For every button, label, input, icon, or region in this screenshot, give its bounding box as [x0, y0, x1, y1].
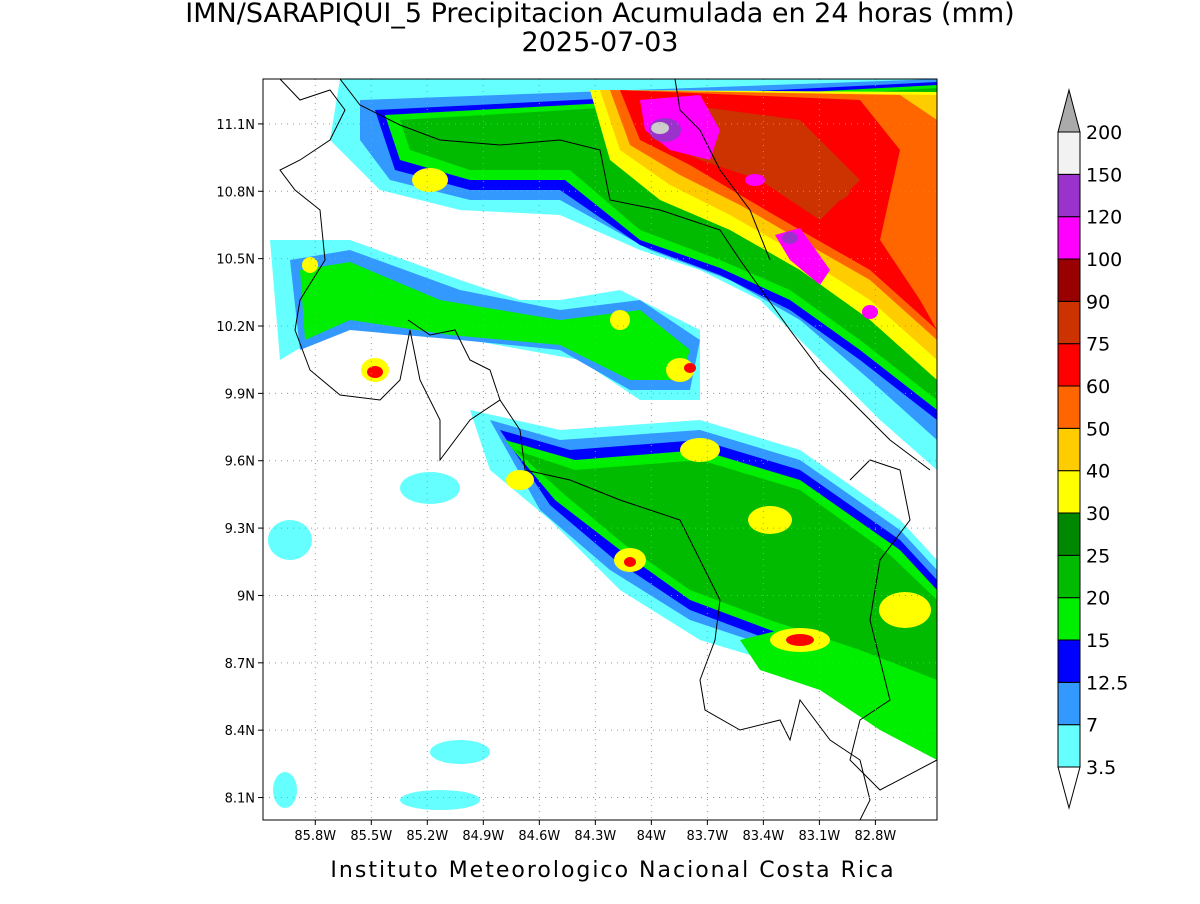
lon-tick-label: 85.5W	[350, 829, 392, 844]
coastlines	[279, 79, 937, 820]
colorbar-box	[1057, 385, 1081, 429]
lat-tick-label: 8.1N	[225, 792, 255, 807]
colorbar-label: 7	[1086, 715, 1098, 737]
lat-tick-label: 11.1N	[216, 118, 255, 133]
lon-tick-label: 85.2W	[406, 829, 448, 844]
colorbar-box	[1057, 258, 1081, 302]
lat-tick-label: 10.2N	[216, 320, 255, 335]
map-date: 2025-07-03	[522, 27, 679, 58]
colorbar-label: 150	[1086, 164, 1122, 186]
lon-tick-label: 83.4W	[742, 829, 784, 844]
colorbar-over	[1057, 88, 1081, 133]
colorbar-label: 120	[1086, 207, 1122, 229]
map-grid	[263, 79, 937, 820]
colorbar-label: 12.5	[1086, 672, 1128, 694]
colorbar-box	[1057, 216, 1081, 260]
colorbar-label: 100	[1086, 249, 1122, 271]
precip-field	[268, 79, 937, 810]
colorbar-label: 40	[1086, 461, 1110, 483]
colorbar-label: 75	[1086, 334, 1110, 356]
map-title: IMN/SARAPIQUI_5 Precipitacion Acumulada …	[185, 0, 1014, 29]
lon-tick-label: 85.8W	[294, 829, 336, 844]
lon-tick-label: 84.6W	[518, 829, 560, 844]
colorbar-label: 3.5	[1086, 757, 1116, 779]
colorbar-label: 15	[1086, 630, 1110, 652]
colorbar-label: 90	[1086, 291, 1110, 313]
lat-tick-label: 10.8N	[216, 185, 255, 200]
colorbar-box	[1057, 173, 1081, 218]
lon-tick-label: 82.8W	[854, 829, 896, 844]
lat-tick-label: 9N	[237, 589, 255, 604]
lat-tick-label: 9.3N	[225, 522, 255, 537]
colorbar-label: 30	[1086, 503, 1110, 525]
colorbar-box	[1057, 597, 1081, 641]
lon-tick-label: 83.1W	[798, 829, 840, 844]
colorbar: 3.5 7 12.5 15 20 25 30 40 50 60 75 90 100 120 150 200	[1057, 88, 1128, 810]
lon-tick-label: 84W	[637, 829, 667, 844]
lon-tick-label: 83.7W	[686, 829, 728, 844]
colorbar-under	[1057, 766, 1081, 810]
colorbar-box	[1057, 724, 1081, 768]
colorbar-box	[1057, 554, 1081, 599]
map-frame	[262, 78, 938, 821]
map-ticks: 85.8W 85.5W 85.2W 84.9W 84.6W 84.3W 84W 83.7W 83…	[216, 118, 896, 844]
colorbar-label: 20	[1086, 588, 1110, 610]
lat-tick-label: 10.5N	[216, 253, 255, 268]
colorbar-box	[1057, 470, 1081, 514]
colorbar-box	[1057, 639, 1081, 683]
lat-tick-label: 9.6N	[225, 455, 255, 470]
lat-tick-label: 8.7N	[225, 657, 255, 672]
colorbar-box	[1057, 343, 1081, 387]
lon-tick-label: 84.3W	[574, 829, 616, 844]
colorbar-box	[1057, 131, 1081, 175]
colorbar-box	[1057, 427, 1081, 472]
colorbar-box	[1057, 681, 1081, 726]
colorbar-label: 25	[1086, 545, 1110, 567]
colorbar-box	[1057, 300, 1081, 345]
colorbar-box	[1057, 512, 1081, 556]
lat-tick-label: 9.9N	[225, 387, 255, 402]
lon-tick-label: 84.9W	[462, 829, 504, 844]
colorbar-label: 60	[1086, 376, 1110, 398]
colorbar-label: 200	[1086, 122, 1122, 144]
colorbar-label: 50	[1086, 418, 1110, 440]
credit: Instituto Meteorologico Nacional Costa R…	[330, 858, 895, 883]
lat-tick-label: 8.4N	[225, 724, 255, 739]
